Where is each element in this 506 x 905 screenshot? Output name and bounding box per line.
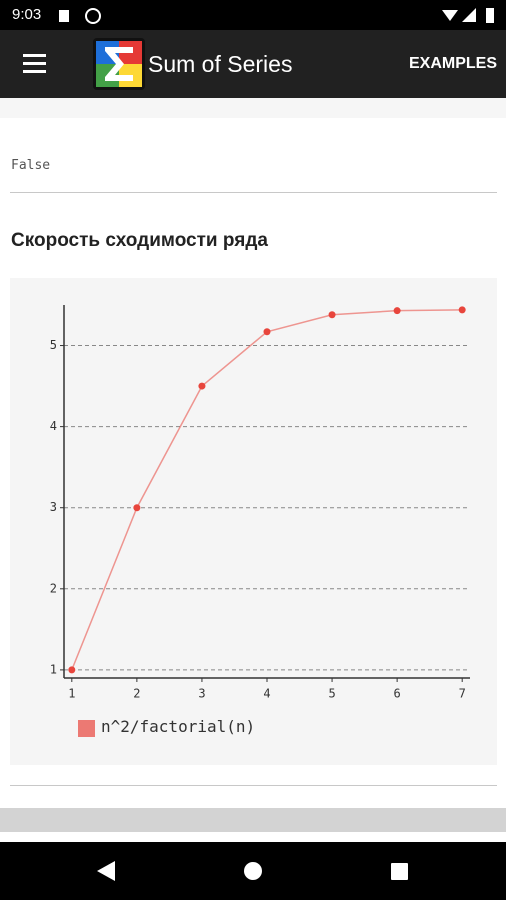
x-tick-label: 7	[459, 687, 466, 701]
examples-button[interactable]: EXAMPLES	[408, 55, 497, 72]
divider	[10, 192, 497, 193]
x-tick-label: 1	[68, 687, 75, 701]
result-text: False	[11, 158, 51, 173]
back-button[interactable]	[97, 861, 115, 881]
menu-bar	[23, 54, 46, 57]
logo-sigma	[105, 47, 133, 81]
status-icons	[59, 8, 101, 24]
nav-icons	[97, 861, 408, 881]
signal-icon	[462, 8, 476, 22]
chart-panel: 1 2 3 4 5 1 2 3 4 5 6 7	[10, 278, 497, 765]
wifi-icon	[442, 10, 458, 21]
battery-icon	[486, 8, 494, 23]
legend-swatch	[78, 720, 95, 737]
data-point	[133, 504, 141, 512]
status-bar: 9:03	[0, 0, 506, 30]
y-tick-label: 5	[50, 338, 57, 352]
data-point	[263, 328, 271, 336]
y-tick-label: 2	[50, 581, 57, 595]
menu-bar	[23, 62, 46, 65]
app-logo	[93, 38, 145, 90]
y-tick-label: 1	[50, 662, 57, 676]
x-tick-label: 6	[394, 687, 401, 701]
divider	[10, 785, 497, 786]
data-point	[458, 306, 466, 314]
card-top	[0, 98, 506, 118]
chart: 1 2 3 4 5 1 2 3 4 5 6 7	[50, 305, 470, 737]
legend-label: n^2/factorial(n)	[101, 717, 256, 736]
home-button[interactable]	[244, 862, 262, 880]
data-point	[68, 666, 76, 674]
y-tick-label: 3	[50, 500, 57, 514]
data-point	[393, 307, 401, 315]
app-title: Sum of Series	[148, 51, 293, 77]
menu-button[interactable]	[22, 52, 48, 76]
series-line	[71, 309, 463, 671]
system-icons	[442, 8, 494, 23]
app-bar: Sum of Series EXAMPLES	[0, 30, 506, 98]
x-tick-label: 3	[198, 687, 205, 701]
x-tick-label: 5	[328, 687, 335, 701]
recents-button[interactable]	[391, 863, 408, 880]
y-tick-label: 4	[50, 419, 57, 433]
notification-icon	[59, 10, 69, 22]
section-title: Скорость сходимости ряда	[11, 230, 268, 251]
x-tick-label: 4	[263, 687, 270, 701]
data-point	[328, 311, 336, 319]
clock: 9:03	[12, 6, 42, 23]
x-tick-label: 2	[133, 687, 140, 701]
next-card	[0, 808, 506, 832]
navigation-bar	[0, 842, 506, 900]
menu-bar	[23, 70, 46, 73]
notification-icon	[85, 8, 101, 24]
data-point	[198, 382, 206, 390]
